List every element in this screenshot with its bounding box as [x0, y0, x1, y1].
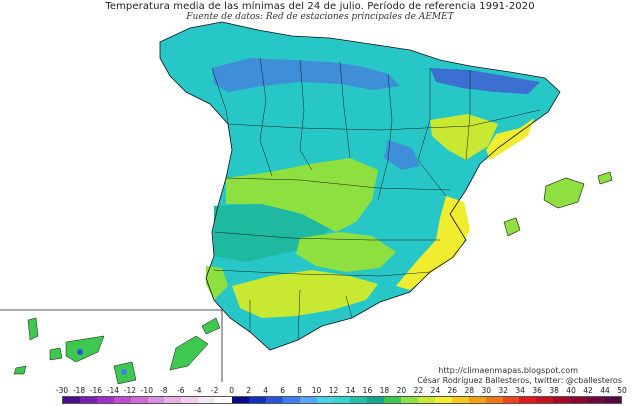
legend-swatch	[401, 397, 419, 403]
legend-swatch	[519, 397, 537, 403]
legend-swatch	[181, 397, 199, 403]
legend-swatch	[384, 397, 402, 403]
legend-swatch	[570, 397, 588, 403]
peninsula-outline	[159, 21, 561, 351]
legend-swatch	[604, 397, 621, 403]
map-island-menorca	[597, 171, 613, 185]
legend-tick-label: -18	[72, 386, 86, 395]
legend-tick-label: 4	[263, 386, 269, 395]
map-region-cantabrian	[212, 58, 400, 92]
legend-swatch	[215, 397, 233, 403]
legend-swatch	[299, 397, 317, 403]
legend-tick-labels: -30 -18 -16 -14 -12 -10 -8 -6 -4 -2 0 2 4 6 8 10 12 14 16 1…	[56, 386, 627, 396]
map-title: Temperatura media de las mínimas del 24 …	[105, 1, 535, 12]
legend-swatch	[198, 397, 216, 403]
map-island-el-hierro	[13, 365, 27, 375]
map-island-la-gomera	[49, 347, 63, 361]
legend-tick-label: -6	[177, 386, 185, 395]
legend-tick-label: 42	[583, 386, 593, 395]
legend-tick-label: 12	[328, 386, 339, 395]
legend-tick-label: 26	[447, 386, 458, 395]
legend-tick-label: 0	[229, 386, 235, 395]
legend-swatch	[232, 397, 249, 403]
legend-swatch	[113, 397, 131, 403]
map-region-pyrenees	[430, 68, 540, 94]
credit-url[interactable]: http://climaenmapas.blogspot.com	[438, 366, 578, 375]
legend-swatch	[350, 397, 368, 403]
legend-tick-label: -8	[160, 386, 168, 395]
legend-swatch	[79, 397, 97, 403]
map-region-la-mancha	[296, 232, 396, 272]
legend-swatch	[63, 397, 80, 403]
legend-swatch	[451, 397, 469, 403]
legend-swatch	[282, 397, 300, 403]
credit-author: César Rodríguez Ballesteros, twitter: @c…	[417, 376, 622, 385]
legend-tick-label: 32	[498, 386, 508, 395]
legend-swatch	[96, 397, 114, 403]
legend-tick-label: -2	[210, 386, 219, 395]
map-island-ibiza	[503, 217, 521, 237]
legend-swatch	[265, 397, 283, 403]
legend-tick-label: 14	[345, 386, 356, 395]
map-teide-peak	[77, 349, 83, 355]
legend-swatch	[333, 397, 351, 403]
color-scale-legend: -30 -18 -16 -14 -12 -10 -8 -6 -4 -2 0 2 4 6 8 10 12 14 16 1…	[56, 386, 627, 406]
map-gran-canaria-peak	[121, 369, 127, 375]
legend-swatch	[316, 397, 334, 403]
map-region-mediterranean	[396, 196, 470, 290]
map-region-guadalquivir	[232, 270, 378, 318]
legend-tick-label: 50	[617, 386, 627, 395]
map-region-west-green	[206, 266, 228, 300]
map-island-la-palma	[27, 317, 39, 341]
legend-tick-label: -4	[194, 386, 202, 395]
legend-swatch	[434, 397, 452, 403]
legend-tick-label: 44	[600, 386, 610, 395]
map-region-southern-meseta	[226, 158, 378, 232]
legend-tick-label: -12	[123, 386, 136, 395]
legend-tick-label: 8	[297, 386, 302, 395]
map-island-mallorca	[543, 177, 585, 209]
legend-swatch	[248, 397, 266, 403]
legend-swatch	[164, 397, 182, 403]
legend-swatch	[130, 397, 148, 403]
legend-tick-label: -14	[106, 386, 120, 395]
legend-tick-label: 24	[430, 386, 441, 395]
legend-swatch	[587, 397, 604, 403]
legend-swatch	[502, 397, 520, 403]
legend-tick-label: -10	[140, 386, 153, 395]
legend-color-bar	[62, 396, 622, 404]
legend-tick-label: 16	[362, 386, 373, 395]
map-island-fuerteventura	[169, 335, 209, 371]
legend-swatch	[536, 397, 554, 403]
legend-swatch	[468, 397, 486, 403]
legend-tick-label: 38	[549, 386, 559, 395]
legend-swatch	[367, 397, 385, 403]
legend-tick-label: 20	[396, 386, 407, 395]
legend-tick-label: 2	[246, 386, 252, 395]
map-island-lanzarote	[201, 317, 221, 335]
map-region-iberian-system	[384, 140, 420, 170]
legend-tick-label: 40	[566, 386, 576, 395]
legend-swatch	[485, 397, 503, 403]
map-subtitle: Fuente de datos: Red de estaciones princ…	[186, 12, 454, 22]
legend-tick-label: 10	[311, 386, 322, 395]
legend-tick-label: 34	[515, 386, 525, 395]
canary-inset-frame	[0, 309, 223, 382]
legend-tick-label: 28	[464, 386, 475, 395]
legend-tick-label: 18	[379, 386, 390, 395]
legend-tick-label: -16	[89, 386, 103, 395]
legend-tick-label: -30	[55, 386, 69, 395]
legend-swatch	[147, 397, 165, 403]
legend-tick-label: 30	[481, 386, 492, 395]
legend-swatch	[418, 397, 435, 403]
map-island-tenerife	[65, 335, 105, 363]
map-region-ebro	[430, 114, 498, 160]
legend-tick-label: 22	[413, 386, 424, 395]
legend-tick-label: 36	[532, 386, 542, 395]
legend-swatch	[553, 397, 571, 403]
legend-tick-label: 6	[280, 386, 285, 395]
